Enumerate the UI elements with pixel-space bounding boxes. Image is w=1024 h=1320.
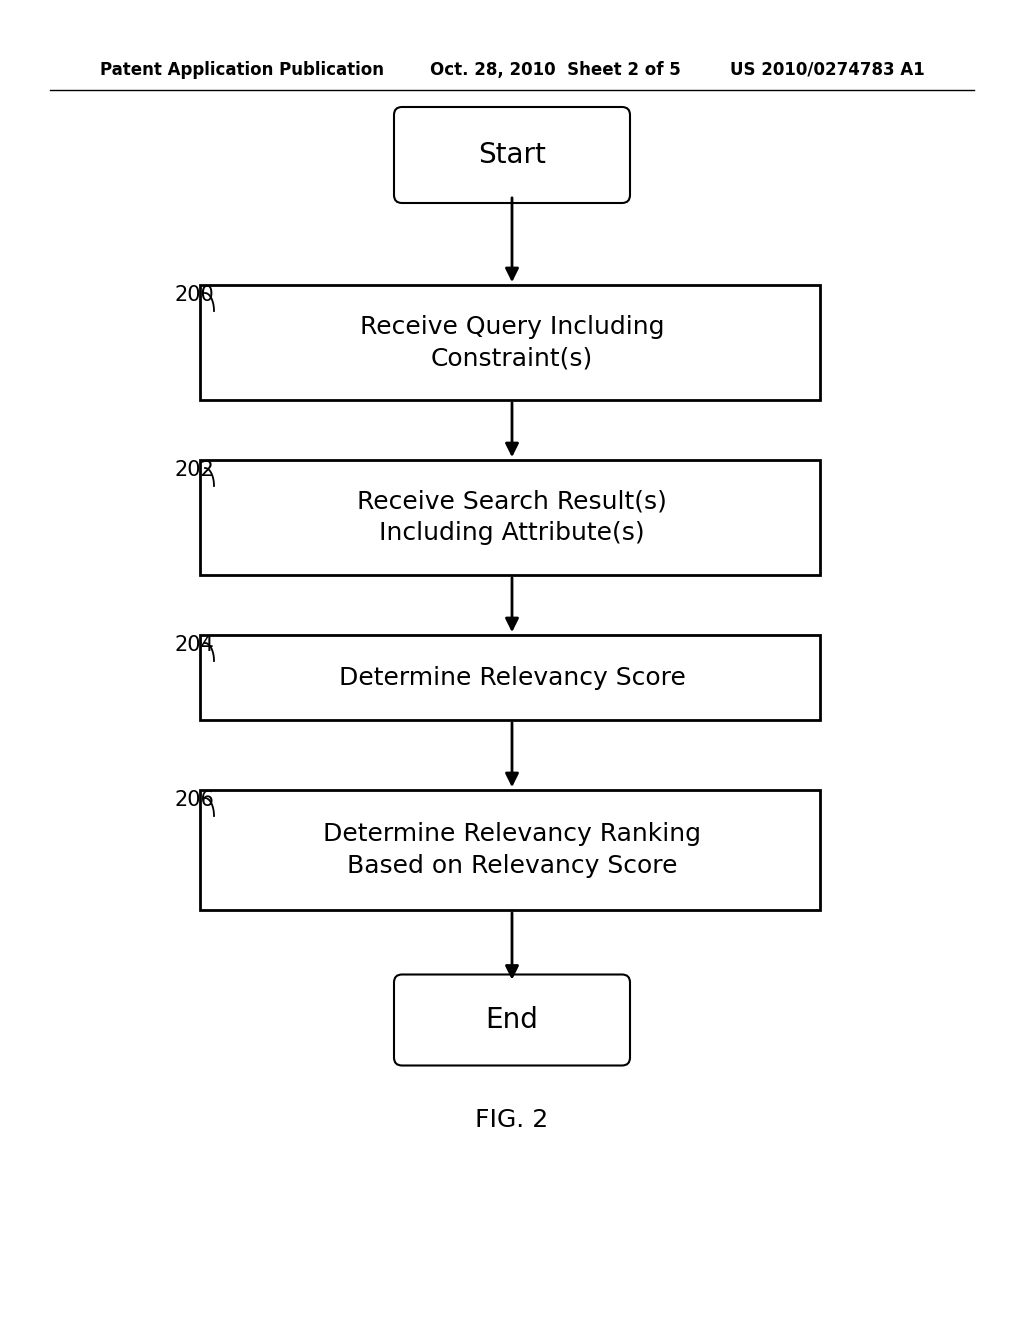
FancyBboxPatch shape	[200, 789, 820, 909]
Text: Receive Query Including
Constraint(s): Receive Query Including Constraint(s)	[359, 314, 665, 371]
Text: 206: 206	[175, 789, 215, 810]
Text: US 2010/0274783 A1: US 2010/0274783 A1	[730, 61, 925, 79]
FancyBboxPatch shape	[200, 635, 820, 719]
Text: Patent Application Publication: Patent Application Publication	[100, 61, 384, 79]
Text: Determine Relevancy Score: Determine Relevancy Score	[339, 665, 685, 689]
FancyBboxPatch shape	[394, 974, 630, 1065]
Text: Oct. 28, 2010  Sheet 2 of 5: Oct. 28, 2010 Sheet 2 of 5	[430, 61, 681, 79]
FancyBboxPatch shape	[394, 107, 630, 203]
FancyBboxPatch shape	[200, 285, 820, 400]
Text: Start: Start	[478, 141, 546, 169]
Text: FIG. 2: FIG. 2	[475, 1107, 549, 1133]
FancyBboxPatch shape	[200, 459, 820, 576]
Text: 202: 202	[175, 459, 215, 480]
Text: Receive Search Result(s)
Including Attribute(s): Receive Search Result(s) Including Attri…	[357, 490, 667, 545]
Text: 200: 200	[175, 285, 215, 305]
Text: Determine Relevancy Ranking
Based on Relevancy Score: Determine Relevancy Ranking Based on Rel…	[323, 822, 701, 878]
Text: 204: 204	[175, 635, 215, 655]
Text: End: End	[485, 1006, 539, 1034]
